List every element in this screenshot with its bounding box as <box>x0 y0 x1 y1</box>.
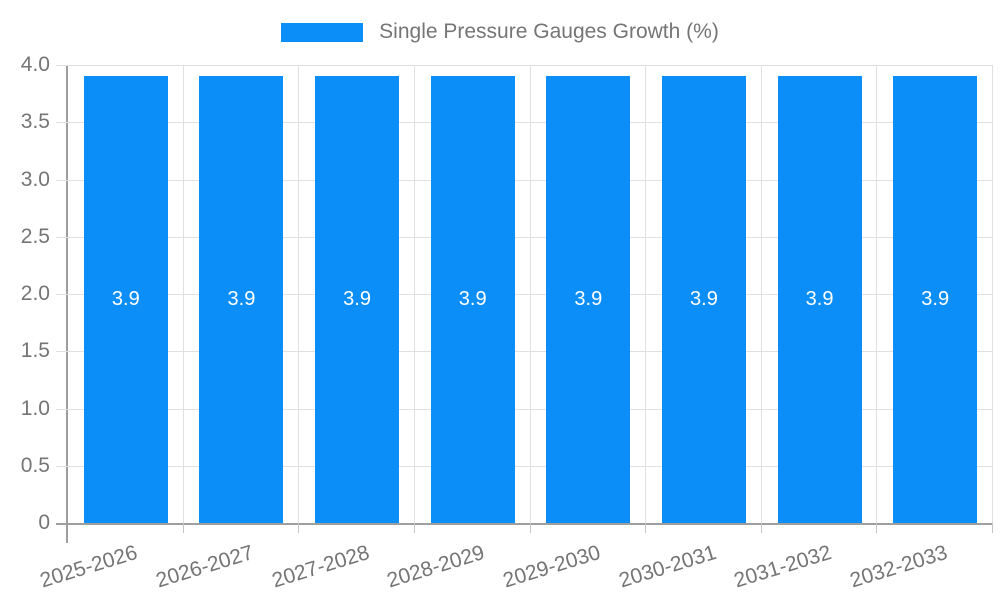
bar-value-label: 3.9 <box>227 288 256 311</box>
gridline-vertical <box>645 65 647 523</box>
x-axis-tick <box>645 523 647 533</box>
x-tick-label: 2031-2032 <box>731 541 835 593</box>
y-tick-label: 1.5 <box>20 339 50 363</box>
gridline-horizontal <box>56 465 993 467</box>
bar-value-label: 3.9 <box>921 288 950 311</box>
y-tick-label: 2.0 <box>20 282 50 305</box>
legend-swatch <box>281 22 364 42</box>
bar: 3.9 <box>546 76 631 523</box>
y-tick-label: 3.5 <box>20 110 50 134</box>
gridline-vertical <box>413 65 415 523</box>
y-tick-label: 4.0 <box>20 53 50 76</box>
gridline-horizontal <box>56 294 993 295</box>
y-tick-label: 0.5 <box>20 453 50 477</box>
gridline-vertical <box>298 65 300 523</box>
x-axis-tick <box>413 523 415 533</box>
x-tick-label: 2027-2028 <box>269 541 372 593</box>
gridline-horizontal <box>56 351 993 353</box>
bar-value-label: 3.9 <box>690 288 718 311</box>
y-tick-label: 0 <box>38 511 50 534</box>
gridline-horizontal <box>56 408 993 410</box>
gridline-horizontal <box>56 236 993 238</box>
x-tick-label: 2030-2031 <box>615 541 719 593</box>
bar-value-label: 3.9 <box>458 288 487 311</box>
x-axis-tick <box>992 523 993 533</box>
legend-label: Single Pressure Gauges Growth (%) <box>379 20 719 43</box>
gridline-vertical <box>182 65 184 523</box>
bar: 3.9 <box>777 76 862 523</box>
x-axis-tick <box>182 523 184 533</box>
y-tick-label: 1.0 <box>20 396 50 420</box>
plot-area: 0 0.5 1.0 1.5 2.0 2.5 3.0 3.5 4.0 3.9 3.9 3.9 3.9 3.9… <box>21 53 993 592</box>
gridline-vertical <box>529 65 531 523</box>
bar: 3.9 <box>430 76 515 523</box>
gridline-vertical <box>876 65 878 523</box>
x-axis-left-tick <box>56 523 68 525</box>
y-tick-label: 2.5 <box>20 224 50 248</box>
x-axis-tick <box>876 523 878 533</box>
gridline-vertical <box>992 65 993 523</box>
gridline-vertical <box>760 65 762 523</box>
legend: Single Pressure Gauges Growth (%) <box>0 20 1000 43</box>
x-axis-tick <box>298 523 300 533</box>
x-axis-tick <box>760 523 762 533</box>
y-tick-label: 3.0 <box>20 167 50 191</box>
x-tick-label: 2032-2033 <box>847 541 950 593</box>
bar: 3.9 <box>893 76 978 523</box>
gridline-horizontal <box>56 122 993 124</box>
x-tick-label: 2025-2026 <box>37 541 141 593</box>
bar-value-label: 3.9 <box>805 288 834 311</box>
x-axis-tick <box>529 523 531 533</box>
bar: 3.9 <box>83 76 168 523</box>
y-axis-tail <box>66 523 68 543</box>
bar: 3.9 <box>661 76 746 523</box>
bar: 3.9 <box>199 76 284 523</box>
bar-value-label: 3.9 <box>343 288 371 311</box>
x-tick-label: 2028-2029 <box>384 541 488 593</box>
x-tick-label: 2029-2030 <box>500 541 604 593</box>
bar: 3.9 <box>315 76 400 523</box>
bar-value-label: 3.9 <box>111 288 140 311</box>
gridline-horizontal <box>56 65 993 66</box>
x-tick-label: 2026-2027 <box>153 541 257 593</box>
bar-value-label: 3.9 <box>574 288 603 311</box>
gridline-horizontal <box>56 179 993 181</box>
